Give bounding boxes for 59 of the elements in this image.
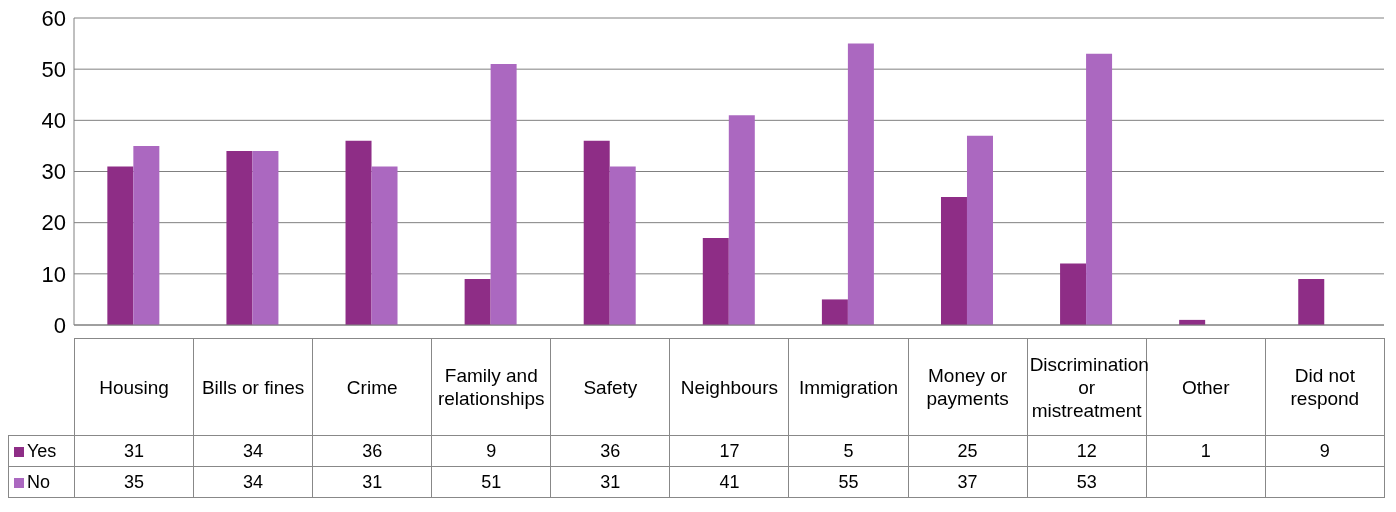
y-tick-label: 30 bbox=[41, 159, 66, 185]
x-tick-label: Crime bbox=[312, 338, 432, 436]
data-label: 9 bbox=[1265, 435, 1385, 467]
bar bbox=[345, 140, 372, 325]
data-label: 36 bbox=[550, 435, 670, 467]
data-label: 25 bbox=[908, 435, 1028, 467]
data-label: 12 bbox=[1027, 435, 1147, 467]
data-label: 1 bbox=[1146, 435, 1266, 467]
x-tick-label: Neighbours bbox=[669, 338, 789, 436]
x-tick-label: Discrimination or mistreatment bbox=[1027, 338, 1149, 436]
bar bbox=[728, 115, 755, 325]
data-label: 5 bbox=[788, 435, 909, 467]
x-tick-label: Other bbox=[1181, 376, 1230, 398]
data-label: 31 bbox=[312, 466, 432, 498]
data-label: 35 bbox=[74, 466, 194, 498]
x-tick-label: Safety bbox=[550, 338, 670, 436]
bar bbox=[1298, 278, 1325, 325]
data-label: 51 bbox=[431, 466, 551, 498]
bar bbox=[821, 299, 848, 325]
data-label: 37 bbox=[908, 466, 1028, 498]
y-tick-label: 10 bbox=[41, 261, 66, 287]
bar bbox=[1060, 263, 1087, 325]
data-label: 17 bbox=[669, 435, 789, 467]
y-tick-label: 0 bbox=[53, 312, 66, 338]
data-label: 41 bbox=[669, 466, 789, 498]
y-tick-label: 60 bbox=[41, 5, 66, 31]
legend-label: No bbox=[26, 471, 51, 492]
data-label: 53 bbox=[1027, 466, 1147, 498]
data-label: 9 bbox=[431, 435, 551, 467]
bar bbox=[609, 166, 636, 325]
bar bbox=[490, 64, 517, 325]
x-tick-label: Bills or fines bbox=[193, 338, 313, 436]
data-label: 34 bbox=[193, 466, 313, 498]
x-tick-label: Did not respond bbox=[1265, 338, 1385, 436]
data-label: 55 bbox=[788, 466, 909, 498]
bar bbox=[107, 166, 134, 325]
y-tick-label: 40 bbox=[41, 108, 66, 134]
data-label: 31 bbox=[74, 435, 194, 467]
bar bbox=[371, 166, 398, 325]
data-label: 34 bbox=[193, 435, 313, 467]
bar bbox=[133, 145, 160, 325]
bar bbox=[847, 43, 874, 325]
bar bbox=[226, 151, 253, 325]
y-tick-label: 20 bbox=[41, 210, 66, 236]
bar bbox=[464, 278, 491, 325]
x-tick-label: Immigration bbox=[788, 338, 909, 436]
x-tick-label: Family and relationships bbox=[431, 338, 551, 436]
bar bbox=[940, 197, 967, 325]
bar bbox=[1086, 53, 1113, 325]
y-tick-label: 50 bbox=[41, 56, 66, 82]
bar bbox=[702, 238, 729, 325]
data-label: 36 bbox=[312, 435, 432, 467]
bar bbox=[583, 140, 610, 325]
x-tick-label: Housing bbox=[74, 338, 194, 436]
x-tick-label: Money or payments bbox=[908, 338, 1028, 436]
legend-label: Yes bbox=[26, 440, 57, 461]
data-label: 31 bbox=[550, 466, 670, 498]
bar bbox=[966, 135, 993, 325]
bar bbox=[252, 151, 279, 325]
